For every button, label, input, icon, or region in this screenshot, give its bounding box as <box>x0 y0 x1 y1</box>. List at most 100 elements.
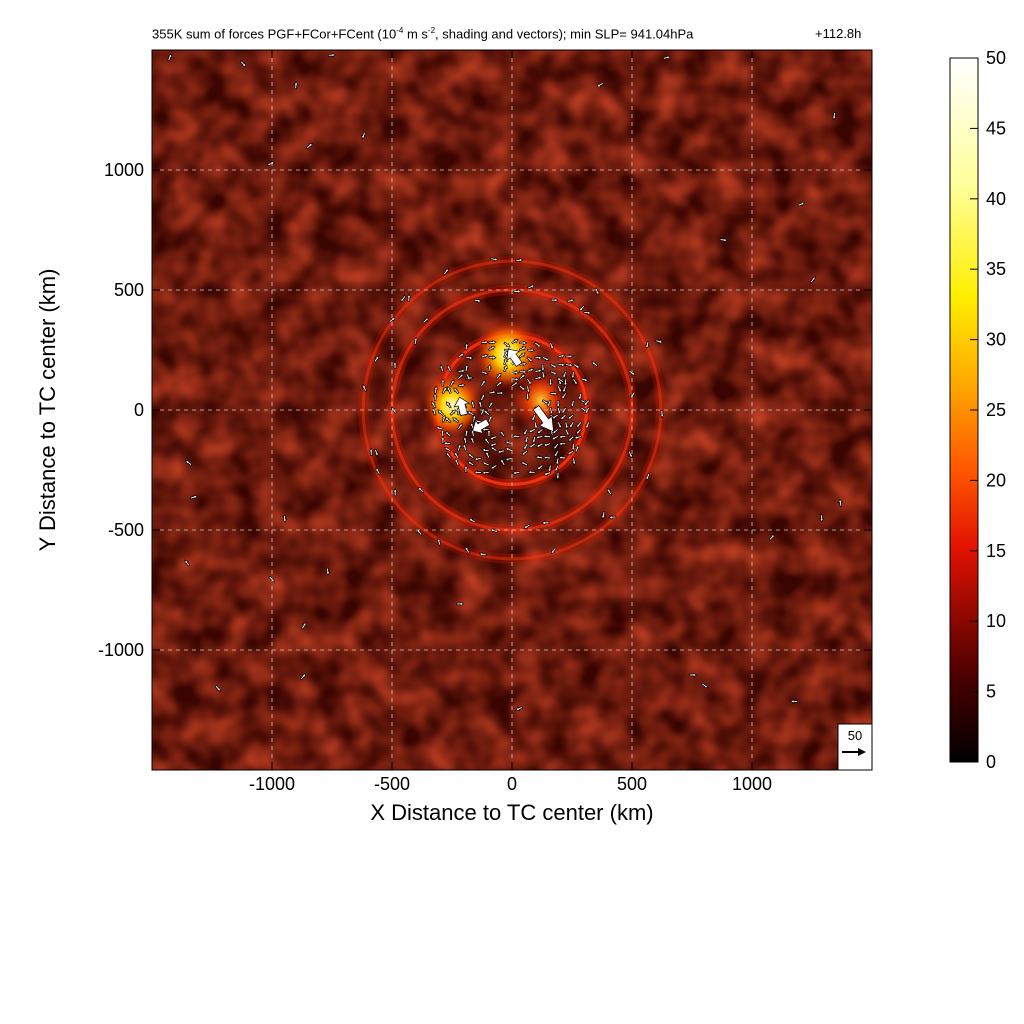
small-vector-21 <box>446 364 452 373</box>
small-vector-249 <box>214 684 222 692</box>
small-vector-31 <box>457 368 466 374</box>
colorbar-tick-label-10: 50 <box>986 48 1006 68</box>
small-vector-264 <box>578 304 586 312</box>
small-vector-71 <box>487 401 494 409</box>
small-vector-103 <box>518 384 526 391</box>
small-vector-52 <box>473 456 482 462</box>
small-vector-36 <box>464 428 469 437</box>
small-vector-232 <box>362 383 367 392</box>
small-vector-150 <box>548 407 554 416</box>
small-vector-81 <box>496 390 505 396</box>
small-vector-197 <box>576 421 583 429</box>
small-vector-167 <box>555 400 561 409</box>
small-vector-253 <box>689 672 698 678</box>
small-vector-107 <box>518 352 526 359</box>
small-vector-22 <box>454 458 460 466</box>
small-vector-132 <box>536 464 544 471</box>
small-vector-78 <box>490 446 498 452</box>
small-vector-185 <box>571 457 577 466</box>
small-vector-160 <box>554 449 560 458</box>
x-tick-label-3: 500 <box>617 774 647 794</box>
small-vector-84 <box>500 458 506 467</box>
small-vector-23 <box>454 451 460 459</box>
small-vector-275 <box>574 444 580 453</box>
small-vector-273 <box>768 534 775 541</box>
small-vector-214 <box>413 336 419 345</box>
small-vector-59 <box>480 370 489 376</box>
small-vector-239 <box>478 552 487 557</box>
x-axis-label: X Distance to TC center (km) <box>370 800 654 825</box>
small-vector-202 <box>585 421 590 430</box>
small-vector-217 <box>417 486 425 494</box>
small-vector-44 <box>467 453 475 460</box>
small-vector-281 <box>184 460 193 466</box>
small-vector-174 <box>558 434 567 440</box>
small-vector-129 <box>534 368 543 374</box>
small-vector-165 <box>551 413 560 420</box>
small-vector-73 <box>487 363 492 373</box>
small-vector-190 <box>567 413 575 420</box>
small-vector-192 <box>572 377 578 386</box>
small-vector-122 <box>528 442 537 449</box>
small-vector-11 <box>439 364 445 373</box>
small-vector-237 <box>436 537 442 546</box>
small-vector-109 <box>519 340 528 346</box>
grid-lines <box>152 50 872 770</box>
small-vector-242 <box>645 472 651 481</box>
colorbar-ticks: 0 5 10 15 20 25 30 35 40 45 50 <box>970 48 1006 772</box>
heatmap-shading <box>152 50 872 770</box>
small-vector-235 <box>392 488 398 497</box>
small-vector-224 <box>645 340 650 350</box>
small-vector-274 <box>819 514 825 523</box>
small-vector-74 <box>488 355 497 360</box>
colorbar-tick-label-7: 35 <box>986 259 1006 279</box>
small-vector-100 <box>511 339 519 344</box>
small-vector-7 <box>441 414 447 423</box>
small-vector-77 <box>490 464 498 470</box>
y-axis-ticks: -1000 -500 0 500 1000 <box>98 160 872 660</box>
small-vector-219 <box>489 528 498 533</box>
small-vector-168 <box>556 385 562 393</box>
small-vector-188 <box>567 435 575 442</box>
small-vector-215 <box>392 360 398 369</box>
colorbar-tick-label-3: 15 <box>986 541 1006 561</box>
colorbar-tick-label-5: 25 <box>986 400 1006 420</box>
small-vector-2 <box>432 392 438 401</box>
x-tick-label-1: -500 <box>374 774 410 794</box>
small-vector-49 <box>466 411 475 416</box>
small-vector-28 <box>453 387 460 395</box>
forecast-time: +112.8h <box>815 26 862 41</box>
small-vector-252 <box>596 81 604 88</box>
small-vector-66 <box>484 437 491 445</box>
small-vector-282 <box>465 373 471 381</box>
small-vector-265 <box>293 80 299 90</box>
small-vector-173 <box>558 441 567 447</box>
small-vector-162 <box>551 435 559 441</box>
small-vector-43 <box>467 460 475 467</box>
small-vector-210 <box>527 284 535 290</box>
small-vector-58 <box>480 379 486 387</box>
small-vector-226 <box>515 257 524 263</box>
small-vector-201 <box>580 377 589 383</box>
small-vector-172 <box>558 455 567 461</box>
y-tick-label-2: 0 <box>134 400 144 420</box>
small-vector-134 <box>536 442 544 448</box>
small-vector-189 <box>569 421 575 429</box>
small-vector-130 <box>534 355 543 361</box>
small-vector-204 <box>583 399 590 407</box>
colorbar-tick-label-2: 10 <box>986 611 1006 631</box>
small-vector-261 <box>607 487 613 496</box>
small-vector-102 <box>511 433 521 439</box>
small-vector-220 <box>523 523 531 529</box>
small-vector-34 <box>462 443 468 452</box>
small-vector-62 <box>481 470 490 476</box>
small-vector-247 <box>789 699 798 704</box>
colorbar: 0 5 10 15 20 25 30 35 40 45 50 <box>949 48 1006 772</box>
small-vector-196 <box>575 428 583 435</box>
small-vector-159 <box>555 457 560 466</box>
small-vector-20 <box>449 379 455 387</box>
small-vector-48 <box>471 414 477 423</box>
small-vector-8 <box>437 409 444 416</box>
small-vector-126 <box>531 413 537 422</box>
small-vector-257 <box>662 55 671 60</box>
